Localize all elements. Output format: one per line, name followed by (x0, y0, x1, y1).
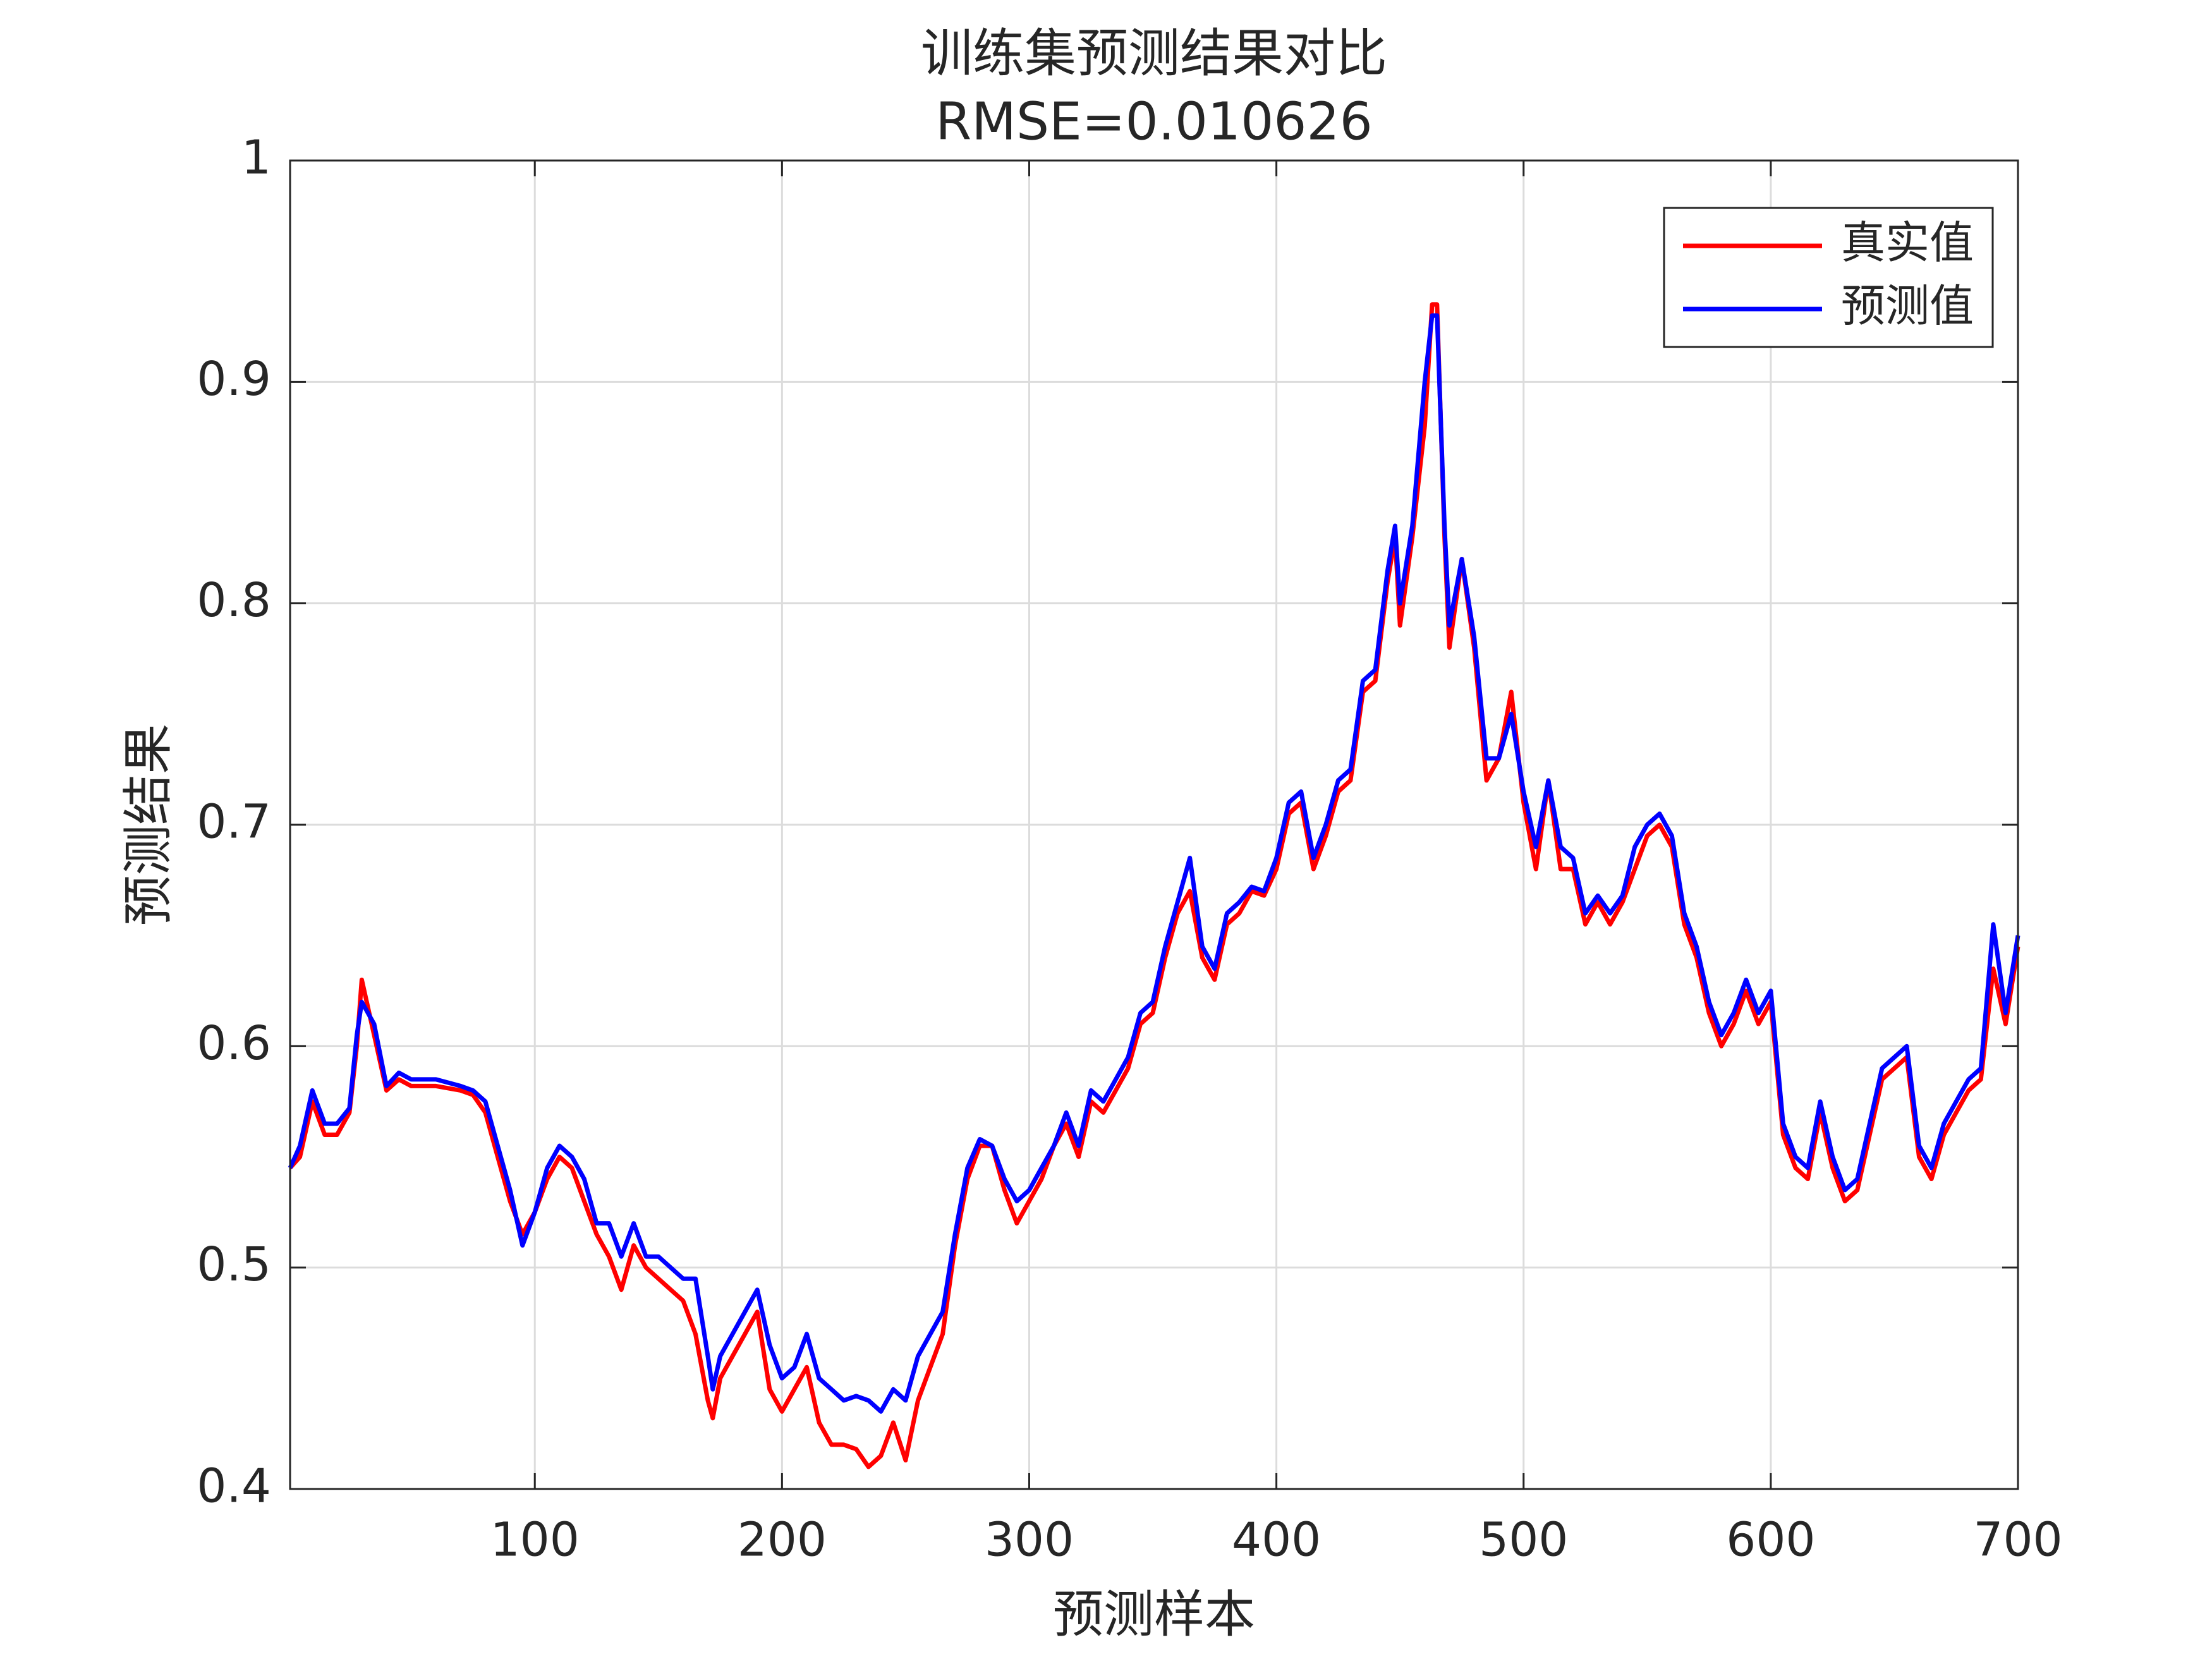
y-tick-label: 0.5 (197, 1237, 271, 1292)
y-tick-label: 0.6 (197, 1016, 271, 1071)
x-tick-label: 300 (985, 1513, 1074, 1567)
y-tick-label: 0.9 (197, 352, 271, 406)
chart-title: 训练集预测结果对比 (921, 23, 1387, 83)
legend-box (1663, 207, 1994, 348)
y-tick-label: 0.7 (197, 795, 271, 849)
legend-label: 真实值 (1841, 217, 1974, 269)
x-tick-label: 600 (1726, 1513, 1815, 1567)
x-axis-label: 预测样本 (1053, 1585, 1255, 1644)
x-tick-label: 100 (490, 1513, 580, 1567)
y-axis-label: 预测结果 (119, 724, 178, 926)
chart-subtitle: RMSE=0.010626 (935, 92, 1373, 152)
y-tick-label: 0.8 (197, 573, 271, 628)
legend-label: 预测值 (1841, 280, 1974, 332)
x-tick-label: 500 (1479, 1513, 1568, 1567)
y-tick-label: 1 (241, 131, 271, 185)
plot-frame (289, 159, 2019, 1490)
data-line (288, 302, 2021, 1469)
x-tick-label: 400 (1232, 1513, 1321, 1567)
x-tick-label: 700 (1973, 1513, 2062, 1567)
y-tick-label: 0.4 (197, 1459, 271, 1514)
x-tick-label: 200 (738, 1513, 827, 1567)
data-line (288, 313, 2021, 1414)
